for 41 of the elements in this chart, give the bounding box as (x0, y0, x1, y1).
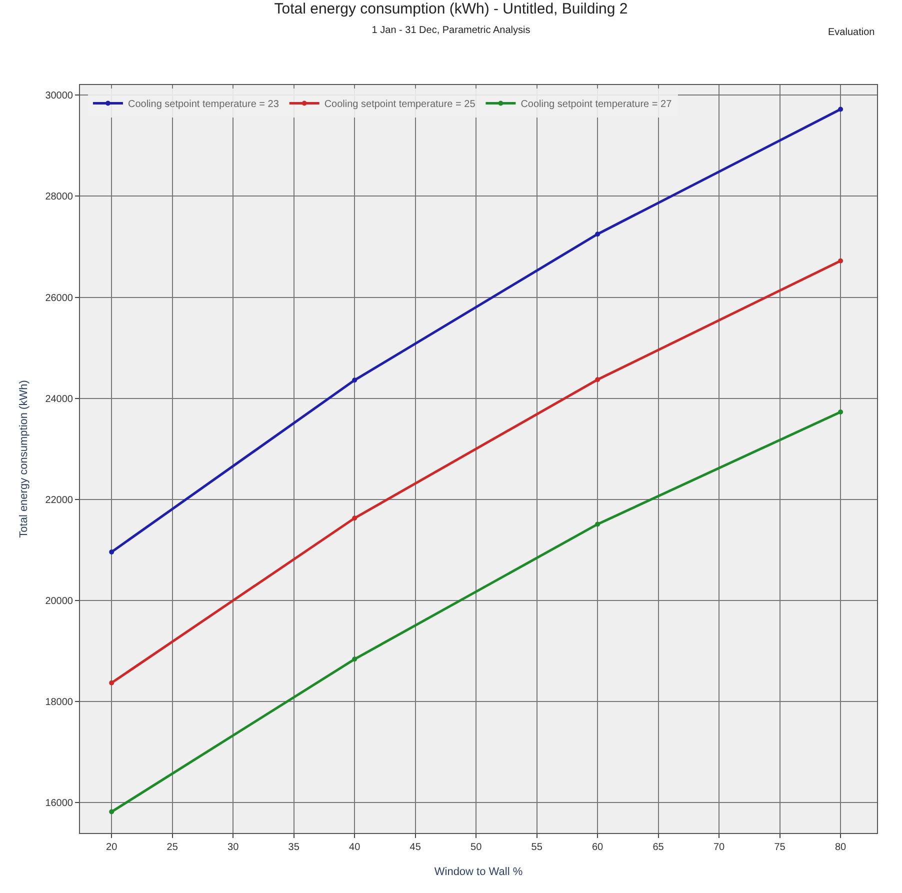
x-axis-title: Window to Wall % (434, 866, 523, 878)
point (352, 378, 358, 383)
y-tick-label: 30000 (45, 90, 74, 102)
y-tick-label: 20000 (45, 596, 74, 608)
x-tick-label: 35 (288, 842, 300, 853)
chart-subtitle: 1 Jan - 31 Dec, Parametric Analysis (372, 24, 530, 36)
x-tick-label: 40 (349, 842, 361, 853)
point (352, 656, 358, 662)
y-tick-label: 26000 (45, 292, 74, 304)
x-tick-label: 55 (531, 842, 543, 853)
y-tick-label: 28000 (45, 192, 74, 203)
point (838, 258, 844, 264)
legend-label: Cooling setpoint temperature = 25 (324, 99, 476, 110)
x-tick-label: 80 (834, 842, 847, 853)
point (595, 377, 600, 382)
y-axis-title: Total energy consumption (kWh) (18, 380, 30, 538)
x-tick-label: 25 (166, 842, 178, 853)
x-tick-label: 20 (106, 842, 118, 853)
legend-label: Cooling setpoint temperature = 23 (128, 99, 280, 110)
y-tick-label: 18000 (45, 697, 74, 708)
text: Evaluation (828, 27, 875, 38)
y-tick-label: 16000 (45, 798, 74, 810)
point (838, 106, 844, 112)
point (595, 522, 600, 527)
x-tick-label: 75 (774, 842, 786, 853)
y-tick-label: 22000 (45, 494, 74, 506)
y-tick-label: 24000 (45, 394, 74, 405)
x-tick-label: 70 (713, 842, 726, 853)
point (109, 549, 114, 554)
chart-title: Total energy consumption (kWh) - Untitled, Building 2 (274, 0, 628, 18)
x-tick-label: 60 (592, 842, 604, 853)
x-tick-label: 30 (228, 842, 240, 853)
point (595, 232, 600, 237)
x-tick-label: 50 (470, 842, 482, 853)
point (109, 680, 114, 686)
legend-label: Cooling setpoint temperature = 27 (520, 99, 672, 110)
point (109, 809, 114, 814)
x-tick-label: 45 (410, 842, 422, 853)
point (352, 516, 358, 521)
x-tick-label: 65 (652, 842, 664, 853)
point (838, 410, 844, 414)
